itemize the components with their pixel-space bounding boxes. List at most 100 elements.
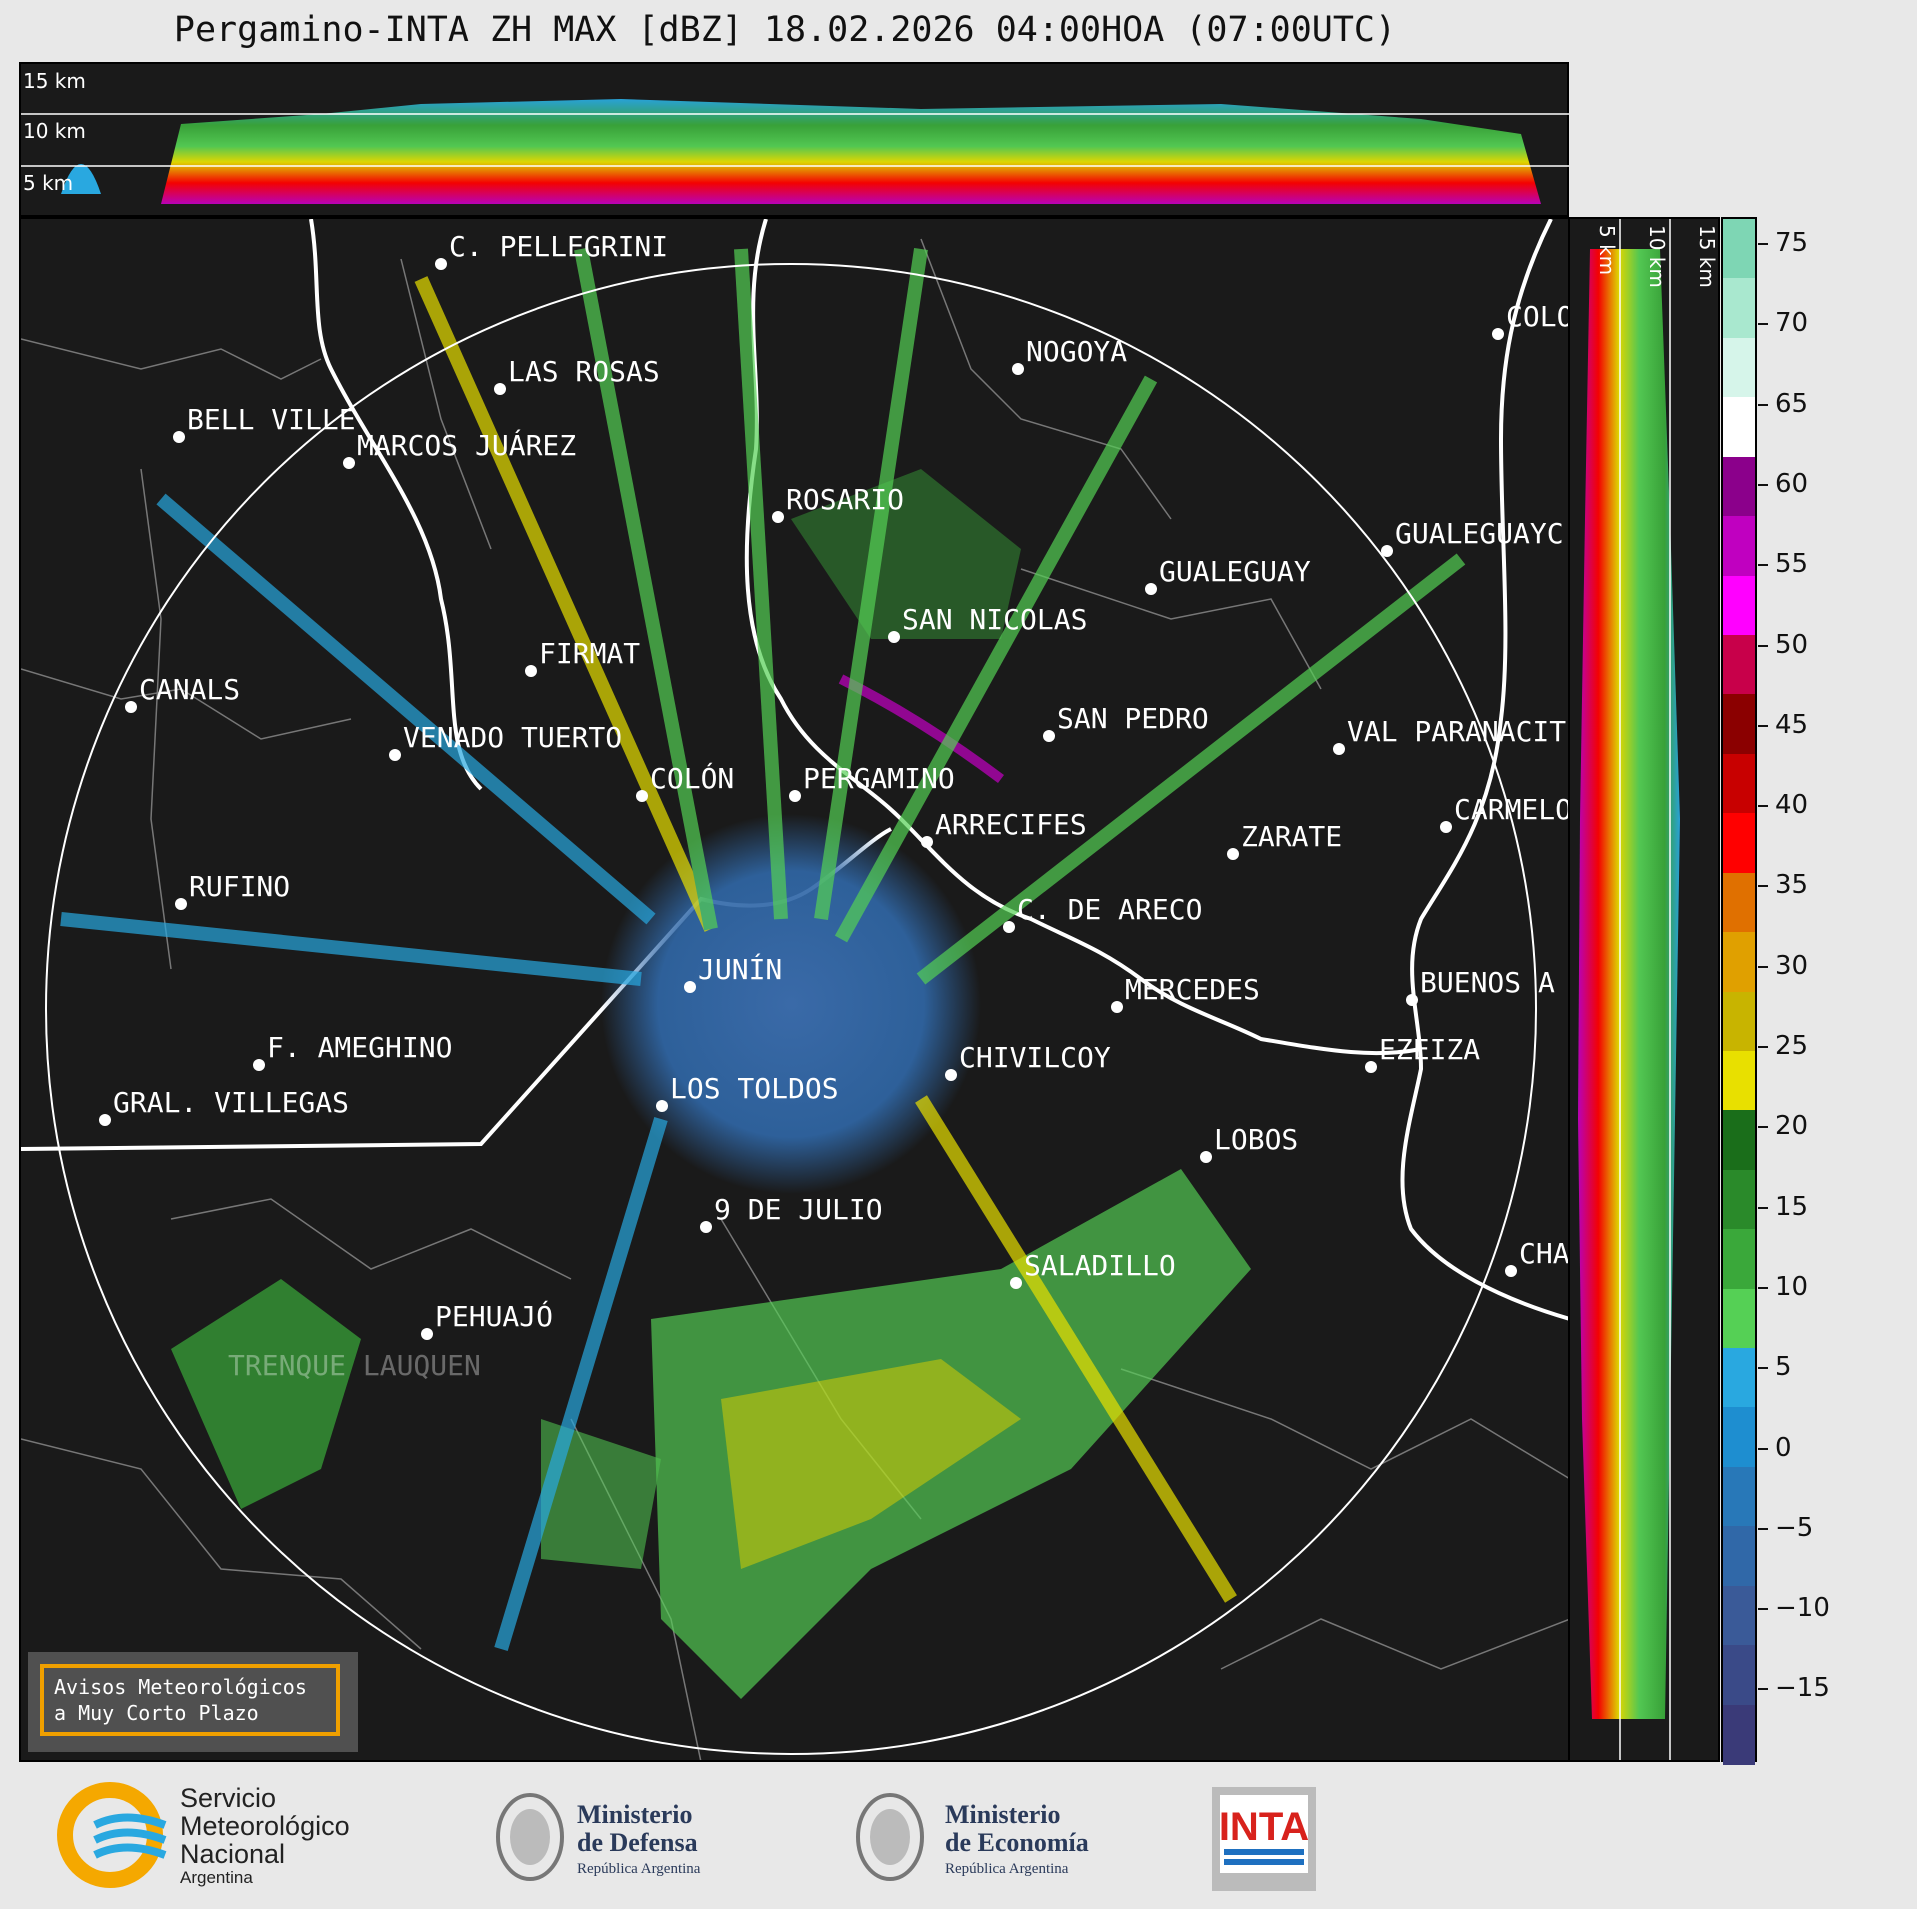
city-label: FIRMAT [539, 637, 640, 670]
city-marker[interactable]: VAL PARANACIT [1333, 715, 1566, 755]
city-marker[interactable]: BELL VILLE [173, 403, 356, 443]
city-marker[interactable]: TRENQUE LAUQUEN [228, 1349, 481, 1382]
side-altitude-panel: 5 km 10 km 15 km [1570, 217, 1720, 1762]
city-marker[interactable]: ZARATE [1227, 820, 1342, 860]
city-marker[interactable]: C. DE ARECO [1003, 893, 1202, 933]
city-dot [343, 457, 355, 469]
city-marker[interactable]: GRAL. VILLEGAS [99, 1086, 349, 1126]
radar-map-canvas: C. PELLEGRINI LAS ROSAS NOGOYA COLO BELL VIL… [21, 219, 1570, 1760]
colorbar-tick-label: 60 [1775, 468, 1809, 499]
city-dot [888, 631, 900, 643]
map-title: Pergamino-INTA ZH MAX [dBZ] 18.02.2026 0… [173, 10, 1397, 50]
colorbar-tick-mark [1758, 1688, 1768, 1691]
colorbar-segment [1723, 1169, 1755, 1231]
top-altitude-panel: 15 km 10 km 5 km [19, 62, 1569, 217]
city-marker[interactable]: MARCOS JUÁREZ [343, 428, 576, 469]
colorbar-segment [1723, 1288, 1755, 1350]
colorbar-segment [1723, 337, 1755, 399]
colorbar-tick-mark [1758, 1206, 1768, 1209]
city-dot [421, 1328, 433, 1340]
city-marker[interactable]: JUNÍN [684, 952, 782, 993]
colorbar-tick-label: 75 [1775, 228, 1809, 258]
colorbar-segment [1723, 219, 1755, 280]
colorbar-segment [1723, 516, 1755, 577]
city-label: SALADILLO [1024, 1249, 1176, 1282]
colorbar-tick-mark [1758, 885, 1768, 888]
radar-map[interactable]: C. PELLEGRINI LAS ROSAS NOGOYA COLO BELL VIL… [19, 217, 1570, 1762]
colorbar-tick-mark [1758, 1286, 1768, 1289]
top-alt-label-5: 5 km [23, 171, 73, 195]
city-marker[interactable]: CHIVILCOY [945, 1041, 1111, 1081]
city-marker[interactable]: SAN PEDRO [1043, 702, 1209, 742]
city-dot [1381, 545, 1393, 557]
colorbar-tick-mark [1758, 805, 1768, 808]
colorbar-tick-label: 25 [1775, 1031, 1809, 1061]
colorbar-tick-mark [1758, 1367, 1768, 1370]
city-marker[interactable]: CARMELO [1440, 793, 1570, 833]
economia-logo: Ministerio de Economía República Argenti… [856, 1793, 1089, 1881]
colorbar-segment [1723, 1050, 1755, 1112]
colorbar-segment [1723, 753, 1755, 815]
top-alt-label-10: 10 km [23, 119, 86, 143]
city-marker[interactable]: LAS ROSAS [494, 355, 660, 395]
city-marker[interactable]: LOS TOLDOS [656, 1072, 839, 1112]
inta-text: INTA [1219, 1805, 1309, 1849]
city-marker[interactable]: MERCEDES [1111, 973, 1260, 1013]
city-dot [1505, 1265, 1517, 1277]
city-dot [684, 981, 696, 993]
city-label: COLÓN [650, 761, 734, 795]
economia-line-2: de Economía [945, 1828, 1089, 1857]
city-dot [525, 665, 537, 677]
city-marker[interactable]: CHA [1505, 1237, 1570, 1277]
city-dot [921, 836, 933, 848]
city-marker[interactable]: GUALEGUAYC [1381, 517, 1564, 557]
city-label: SAN NICOLAS [902, 603, 1087, 636]
colorbar-tick-label: 65 [1775, 388, 1809, 419]
city-marker[interactable]: COLÓN [636, 761, 734, 802]
city-marker[interactable]: BUENOS A [1406, 966, 1555, 1006]
colorbar-segment [1723, 575, 1755, 636]
defensa-logo: Ministerio de Defensa República Argentin… [496, 1793, 701, 1881]
side-alt-label-10: 10 km [1645, 225, 1669, 288]
city-marker[interactable]: PEHUAJÓ [421, 1299, 553, 1340]
city-marker[interactable]: ROSARIO [772, 483, 904, 523]
colorbar-tick-label: 0 [1775, 1432, 1792, 1463]
city-marker[interactable]: RUFINO [175, 870, 290, 910]
city-marker[interactable]: SAN NICOLAS [888, 603, 1087, 643]
city-marker[interactable]: LOBOS [1200, 1123, 1298, 1163]
defensa-line-2: de Defensa [577, 1828, 698, 1857]
city-label: LOS TOLDOS [670, 1072, 839, 1105]
city-marker[interactable]: F. AMEGHINO [253, 1031, 452, 1071]
colorbar-segment [1723, 1407, 1755, 1468]
city-marker[interactable]: EZEIZA [1365, 1033, 1480, 1073]
colorbar-segment [1723, 932, 1755, 993]
economia-line-3: República Argentina [945, 1861, 1069, 1877]
colorbar-tick-mark [1758, 1608, 1768, 1611]
city-dot [175, 898, 187, 910]
city-marker[interactable]: GUALEGUAY [1145, 555, 1311, 595]
city-label: BUENOS A [1420, 966, 1555, 999]
colorbar-tick-label: 5 [1775, 1352, 1792, 1383]
city-marker[interactable]: CANALS [125, 673, 240, 713]
city-dot [945, 1069, 957, 1081]
city-marker[interactable]: FIRMAT [525, 637, 640, 677]
colorbar-tick-mark [1758, 1046, 1768, 1048]
colorbar-tick-mark [1758, 483, 1768, 486]
city-marker[interactable]: 9 DE JULIO [700, 1193, 883, 1233]
city-marker[interactable]: COLO [1492, 300, 1570, 340]
colorbar-tick-label: 40 [1775, 790, 1809, 821]
warning-line-1: Avisos Meteorológicos [54, 1675, 307, 1699]
city-marker[interactable]: ARRECIFES [921, 808, 1087, 848]
city-marker[interactable]: SALADILLO [1010, 1249, 1176, 1289]
warning-label[interactable]: Avisos Meteorológicos a Muy Corto Plazo [40, 1664, 340, 1736]
colorbar-tick-mark [1758, 1527, 1768, 1530]
city-label: COLO [1506, 300, 1570, 333]
top-alt-label-15: 15 km [23, 69, 86, 93]
inta-logo: INTA [1212, 1787, 1316, 1891]
city-marker[interactable]: NOGOYA [1012, 335, 1127, 375]
city-marker[interactable]: PERGAMINO [789, 762, 955, 802]
city-dot [1440, 821, 1452, 833]
city-dot [435, 258, 447, 270]
city-marker[interactable]: VENADO TUERTO [389, 721, 622, 761]
city-marker[interactable]: C. PELLEGRINI [435, 230, 668, 270]
